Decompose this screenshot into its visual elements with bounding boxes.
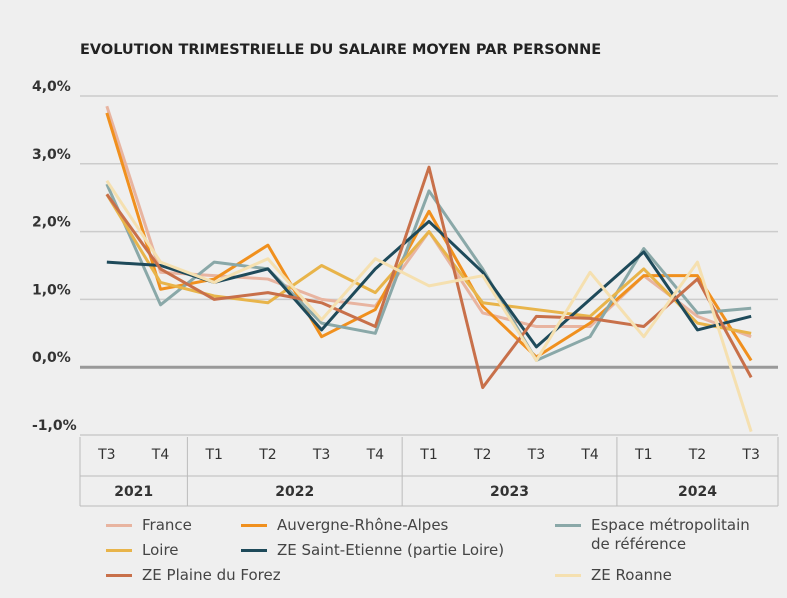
series-line bbox=[105, 193, 752, 335]
legend-item: ZE Plaine du Forez bbox=[106, 566, 356, 585]
x-tick-label: T4 bbox=[151, 447, 170, 463]
x-group-label: 2023 bbox=[490, 484, 529, 500]
x-tick-label: T3 bbox=[741, 447, 759, 463]
x-tick-label: T3 bbox=[312, 447, 330, 463]
legend-swatch bbox=[106, 574, 132, 577]
x-tick-label: T4 bbox=[580, 447, 599, 463]
legend-label: Espace métropolitain de référence bbox=[591, 516, 750, 553]
y-tick-label: 3,0% bbox=[32, 147, 71, 163]
series-line bbox=[105, 179, 753, 433]
chart-title: EVOLUTION TRIMESTRIELLE DU SALAIRE MOYEN… bbox=[80, 42, 601, 58]
legend-item: France bbox=[106, 516, 226, 535]
legend-label: ZE Plaine du Forez bbox=[142, 566, 281, 584]
x-tick-label: T1 bbox=[634, 447, 652, 463]
legend-swatch bbox=[106, 524, 132, 527]
x-group-label: 2021 bbox=[114, 484, 153, 500]
legend-label: ZE Roanne bbox=[591, 566, 672, 584]
x-group-label: 2022 bbox=[275, 484, 314, 500]
series-line bbox=[105, 165, 753, 390]
y-tick-label: 1,0% bbox=[32, 282, 71, 298]
x-tick-label: T3 bbox=[97, 447, 115, 463]
legend-item: Espace métropolitain de référence bbox=[555, 516, 775, 554]
legend-label: Loire bbox=[142, 541, 179, 559]
legend-swatch bbox=[241, 549, 267, 552]
y-tick-label: -1,0% bbox=[32, 418, 77, 434]
y-tick-label: 4,0% bbox=[32, 79, 71, 95]
x-tick-label: T1 bbox=[204, 447, 222, 463]
x-tick-label: T2 bbox=[258, 447, 276, 463]
legend-swatch bbox=[241, 524, 267, 527]
x-tick-label: T1 bbox=[419, 447, 437, 463]
legend-swatch bbox=[555, 574, 581, 577]
x-tick-label: T2 bbox=[688, 447, 706, 463]
legend-label: Auvergne-Rhône-Alpes bbox=[277, 516, 449, 534]
legend-item: ZE Saint-Etienne (partie Loire) bbox=[241, 541, 541, 560]
series-line bbox=[105, 112, 753, 362]
y-tick-label: 0,0% bbox=[32, 350, 71, 366]
x-group-label: 2024 bbox=[678, 484, 717, 500]
x-tick-label: T3 bbox=[527, 447, 545, 463]
series-line bbox=[105, 183, 752, 362]
x-tick-label: T2 bbox=[473, 447, 491, 463]
legend-label: ZE Saint-Etienne (partie Loire) bbox=[277, 541, 505, 559]
legend-swatch bbox=[106, 549, 132, 552]
legend-label: France bbox=[142, 516, 192, 534]
legend-item: Loire bbox=[106, 541, 226, 560]
x-tick-label: T4 bbox=[366, 447, 385, 463]
legend-item: ZE Roanne bbox=[555, 566, 775, 585]
legend-item: Auvergne-Rhône-Alpes bbox=[241, 516, 541, 535]
legend-swatch bbox=[555, 524, 581, 527]
y-tick-label: 2,0% bbox=[32, 215, 71, 231]
